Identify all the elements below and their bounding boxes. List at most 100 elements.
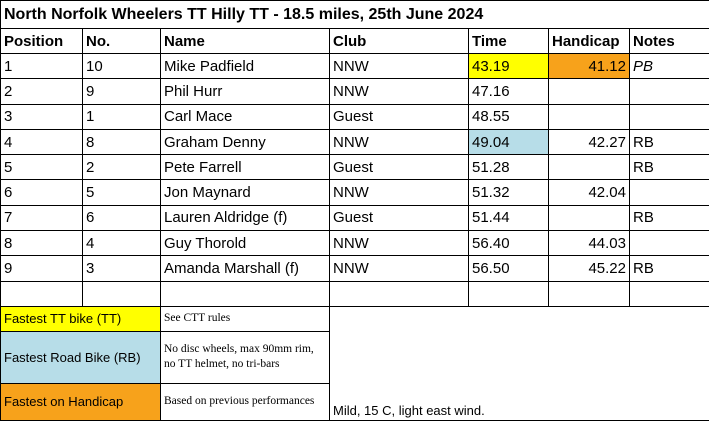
data-row: 7 6 Lauren Aldridge (f) Guest 51.44 RB: [0, 204, 709, 232]
cell: 43.19: [468, 52, 549, 80]
column-header: Handicap: [548, 28, 630, 54]
cell: 42.27: [548, 128, 630, 156]
cell: 1: [0, 52, 83, 80]
data-row: 5 2 Pete Farrell Guest 51.28 RB: [0, 154, 709, 181]
cell: [548, 154, 630, 181]
cell: 2: [0, 78, 83, 105]
cell: 9: [0, 255, 83, 282]
legend-description: See CTT rules: [160, 305, 330, 332]
cell: Guest: [329, 204, 469, 232]
column-header: Position: [0, 28, 83, 54]
cell: [628, 78, 709, 105]
cell: NNW: [329, 255, 469, 282]
cell: 45.22: [548, 255, 630, 282]
column-header: Time: [468, 28, 549, 54]
legend-row: Fastest on Handicap Based on previous per…: [0, 382, 709, 421]
cell: NNW: [329, 128, 469, 156]
cell: RB: [628, 154, 709, 181]
column-header: No.: [82, 28, 161, 54]
cell: 5: [0, 154, 83, 181]
cell: Guest: [329, 154, 469, 181]
cell: 3: [0, 103, 83, 130]
legend-row: Fastest Road Bike (RB) No disc wheels, ma…: [0, 330, 709, 384]
cell: Phil Hurr: [160, 78, 330, 105]
cell: [628, 280, 709, 307]
cell: 48.55: [468, 103, 549, 130]
cell: 56.40: [468, 230, 549, 257]
cell: Amanda Marshall (f): [160, 255, 330, 282]
cell: NNW: [329, 78, 469, 105]
cell: RB: [628, 128, 709, 156]
legend-description: No disc wheels, max 90mm rim, no TT helm…: [160, 330, 330, 384]
cell: 51.32: [468, 179, 549, 206]
data-row: 9 3 Amanda Marshall (f) NNW 56.50 45.22 RB: [0, 255, 709, 282]
cell: Carl Mace: [160, 103, 330, 130]
cell: RB: [628, 204, 709, 232]
cell: [0, 280, 83, 307]
data-row: 3 1 Carl Mace Guest 48.55: [0, 103, 709, 130]
data-row: 2 9 Phil Hurr NNW 47.16: [0, 78, 709, 105]
legend-label: Fastest on Handicap: [0, 382, 161, 421]
cell: [548, 280, 630, 307]
cell: Lauren Aldridge (f): [160, 204, 330, 232]
cell: [628, 179, 709, 206]
data-row: 1 10 Mike Padfield NNW 43.19 41.12 PB: [0, 52, 709, 80]
data-row: 8 4 Guy Thorold NNW 56.40 44.03: [0, 230, 709, 257]
header-row: Position No. Name Club Time Handicap Notes: [0, 28, 709, 54]
title: North Norfolk Wheelers TT Hilly TT - 18.…: [0, 0, 709, 29]
cell: 44.03: [548, 230, 630, 257]
data-row: 4 8 Graham Denny NNW 49.04 42.27 RB: [0, 128, 709, 156]
cell: 2: [82, 154, 161, 181]
legend-label: Fastest TT bike (TT): [0, 305, 161, 332]
cell: PB: [628, 52, 709, 80]
title-row: North Norfolk Wheelers TT Hilly TT - 18.…: [0, 0, 709, 29]
cell: Graham Denny: [160, 128, 330, 156]
cell: 4: [82, 230, 161, 257]
cell: 1: [82, 103, 161, 130]
cell: Pete Farrell: [160, 154, 330, 181]
cell: 4: [0, 128, 83, 156]
column-header: Notes: [628, 28, 709, 54]
legend-row: Fastest TT bike (TT) See CTT rules Mild, 1…: [0, 305, 709, 421]
cell: 41.12: [548, 52, 630, 80]
cell: [548, 103, 630, 130]
legend-label: Fastest Road Bike (RB): [0, 330, 161, 384]
cell: 9: [82, 78, 161, 105]
cell: [548, 204, 630, 232]
cell: [160, 280, 330, 307]
cell: [628, 103, 709, 130]
cell: 51.44: [468, 204, 549, 232]
cell: 56.50: [468, 255, 549, 282]
cell: [628, 230, 709, 257]
cell: [82, 280, 161, 307]
cell: 49.04: [468, 128, 549, 156]
cell: NNW: [329, 179, 469, 206]
cell: 3: [82, 255, 161, 282]
cell: Guy Thorold: [160, 230, 330, 257]
cell: 7: [0, 204, 83, 232]
legend-description: Based on previous performances: [160, 382, 330, 421]
weather-note: Mild, 15 C, light east wind.: [328, 306, 709, 421]
cell: Guest: [329, 103, 469, 130]
cell: Jon Maynard: [160, 179, 330, 206]
empty-row: [0, 280, 709, 307]
cell: [329, 280, 469, 307]
cell: Mike Padfield: [160, 52, 330, 80]
cell: [548, 78, 630, 105]
cell: 8: [0, 230, 83, 257]
cell: NNW: [329, 52, 469, 80]
cell: [468, 280, 549, 307]
data-row: 6 5 Jon Maynard NNW 51.32 42.04: [0, 179, 709, 206]
cell: 10: [82, 52, 161, 80]
cell: 42.04: [548, 179, 630, 206]
cell: 5: [82, 179, 161, 206]
column-header: Club: [329, 28, 469, 54]
cell: 6: [82, 204, 161, 232]
column-header: Name: [160, 28, 330, 54]
cell: 8: [82, 128, 161, 156]
cell: 6: [0, 179, 83, 206]
cell: 51.28: [468, 154, 549, 181]
